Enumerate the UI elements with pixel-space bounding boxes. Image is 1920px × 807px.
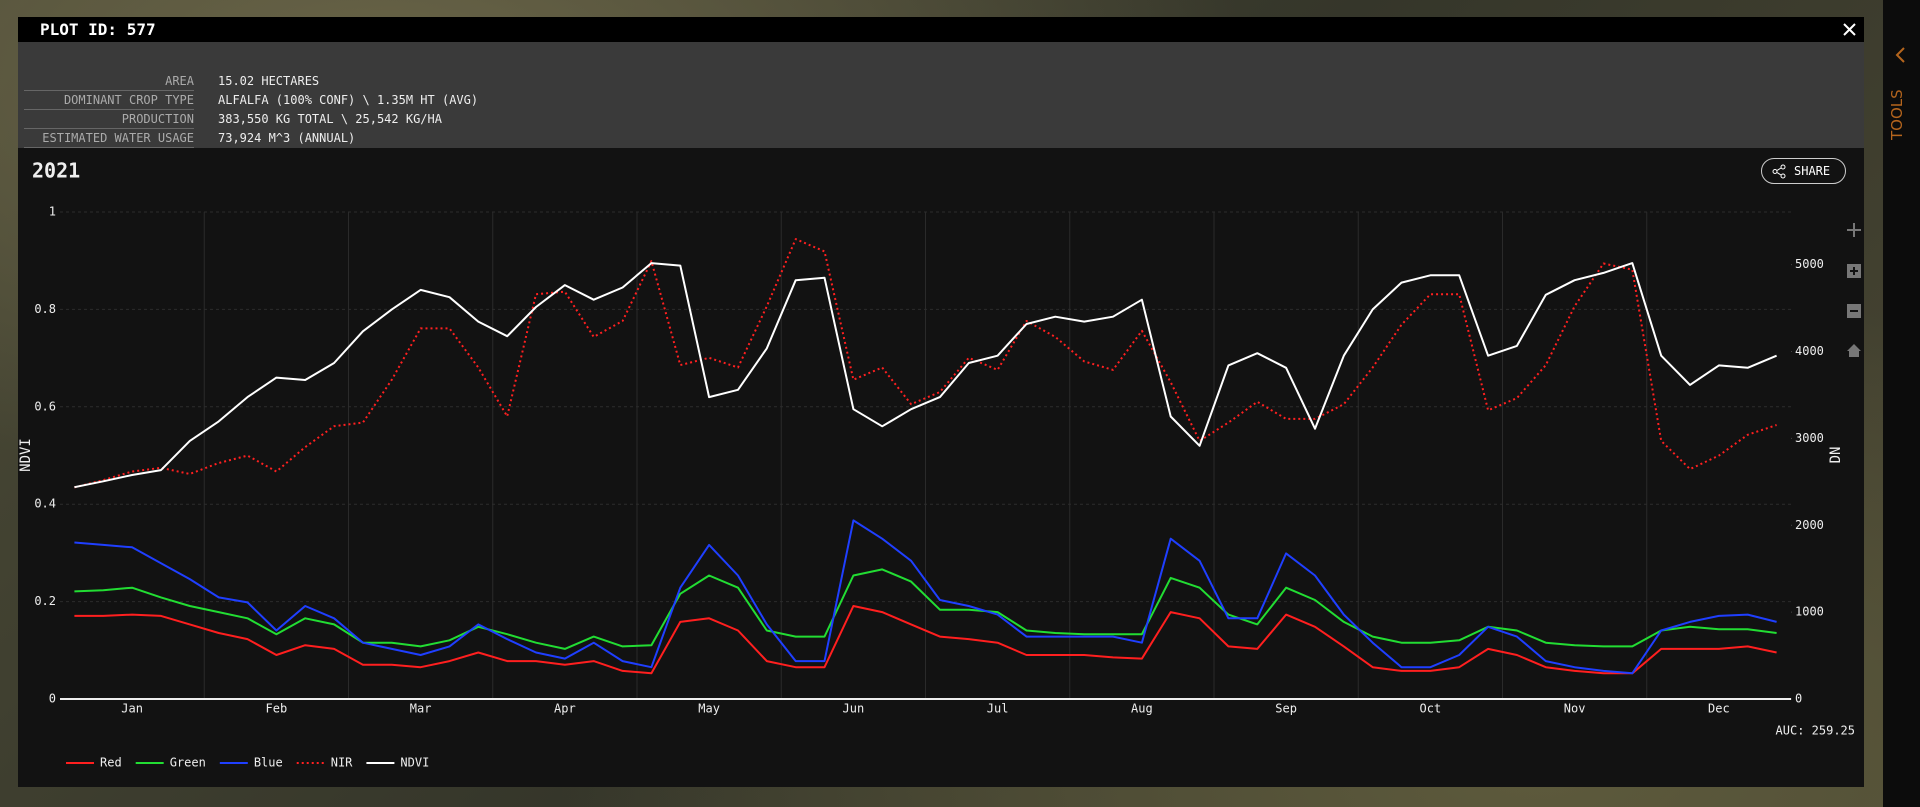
info-value: 15.02 HECTARES (218, 74, 320, 88)
series-line (74, 605, 1777, 675)
tools-sidebar (1883, 0, 1920, 807)
legend-label: Green (170, 756, 206, 770)
info-key: AREA (24, 74, 194, 91)
x-tick-label: Jan (121, 702, 143, 716)
x-tick-label: Aug (1131, 702, 1153, 716)
legend-label: Red (100, 756, 122, 770)
share-button[interactable]: SHARE (1761, 158, 1846, 184)
y2-tick-label: 4000 (1795, 344, 1824, 358)
x-tick-label: Feb (266, 702, 288, 716)
info-key: DOMINANT CROP TYPE (24, 93, 194, 110)
x-tick-label: Jun (843, 702, 865, 716)
y-tick-label: 0.2 (34, 594, 56, 608)
x-tick-label: Dec (1708, 702, 1730, 716)
legend-label: NIR (331, 756, 353, 770)
x-tick-label: Mar (410, 702, 432, 716)
x-tick-label: Apr (554, 702, 576, 716)
y2-tick-label: 3000 (1795, 431, 1824, 445)
y2-tick-label: 2000 (1795, 518, 1824, 532)
modal-header: PLOT ID: 577 (18, 17, 1864, 42)
y2-tick-label: 5000 (1795, 257, 1824, 271)
info-key: PRODUCTION (24, 112, 194, 129)
legend-label: NDVI (400, 756, 429, 770)
y-tick-label: 1 (49, 205, 56, 219)
info-panel: AREA 15.02 HECTARES DOMINANT CROP TYPE A… (18, 42, 1864, 148)
info-value: ALFALFA (100% CONF) \ 1.35M HT (AVG) (218, 93, 479, 107)
sidebar-chevron[interactable] (1892, 46, 1910, 64)
chart-title: 2021 (32, 159, 80, 183)
y-tick-label: 0 (49, 692, 56, 706)
y-tick-label: 0.6 (34, 399, 56, 413)
plot-modal: PLOT ID: 577 AREA 15.02 HECTARES DOMINAN… (18, 17, 1864, 787)
share-icon (1772, 164, 1786, 179)
pan-button[interactable] (1847, 223, 1861, 237)
legend-label: Blue (254, 756, 283, 770)
y-axis-label: NDVI (18, 438, 34, 472)
series-line (74, 262, 1777, 489)
y2-tick-label: 0 (1795, 692, 1802, 706)
modal-title: PLOT ID: 577 (40, 20, 156, 39)
x-tick-label: Sep (1275, 702, 1297, 716)
modebar (1847, 223, 1861, 357)
y-tick-label: 0.8 (34, 302, 56, 316)
x-tick-label: Nov (1564, 702, 1586, 716)
auc-annotation: AUC: 259.25 (1776, 724, 1855, 738)
x-tick-label: Jul (987, 702, 1009, 716)
x-tick-label: May (698, 702, 720, 716)
info-value: 73,924 M^3 (ANNUAL) (218, 131, 356, 145)
info-value: 383,550 KG TOTAL \ 25,542 KG/HA (218, 112, 442, 126)
share-label: SHARE (1794, 164, 1831, 178)
y2-tick-label: 1000 (1795, 605, 1824, 619)
close-button[interactable] (1843, 23, 1856, 36)
y2-axis-label: DN (1828, 447, 1844, 464)
series-line (74, 519, 1777, 675)
zoom-in-glyph (1850, 267, 1858, 275)
info-key: ESTIMATED WATER USAGE (24, 131, 194, 148)
y-tick-label: 0.4 (34, 497, 56, 511)
reset-button[interactable] (1847, 344, 1861, 357)
x-tick-label: Oct (1420, 702, 1442, 716)
